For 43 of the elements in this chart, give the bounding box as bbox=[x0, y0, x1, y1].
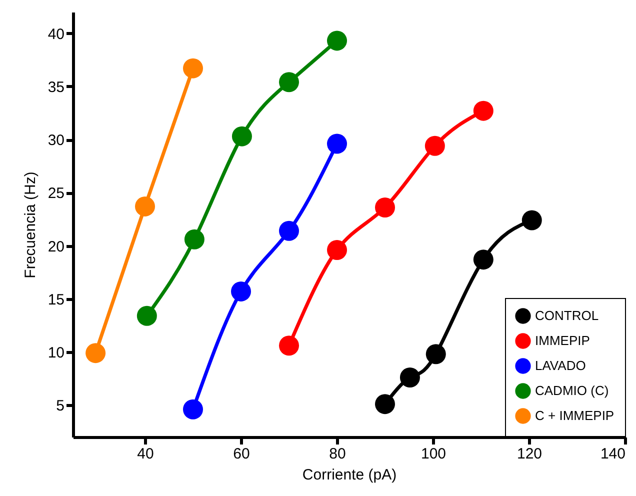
y-axis-title: Frecuencia (Hz) bbox=[22, 172, 39, 278]
point bbox=[327, 240, 347, 260]
y-tick-label: 20 bbox=[48, 238, 64, 256]
point bbox=[279, 72, 299, 92]
point bbox=[473, 250, 494, 270]
point bbox=[183, 58, 203, 78]
legend-label: C + IMMEPIP bbox=[535, 408, 614, 423]
point bbox=[86, 343, 106, 364]
point bbox=[473, 100, 494, 121]
x-tick-label: 140 bbox=[600, 446, 626, 462]
x-tick-label: 120 bbox=[516, 446, 542, 462]
x-tick-label: 100 bbox=[420, 446, 446, 462]
point bbox=[279, 336, 299, 356]
point bbox=[375, 198, 395, 218]
point bbox=[375, 394, 395, 414]
point bbox=[183, 399, 203, 420]
point bbox=[136, 306, 157, 326]
y-tick-label: 35 bbox=[48, 78, 64, 96]
legend-label: LAVADO bbox=[535, 358, 586, 373]
point bbox=[426, 344, 446, 364]
legend-label: CADMIO (C) bbox=[535, 383, 609, 398]
x-tick-label: 80 bbox=[329, 446, 346, 462]
point bbox=[135, 196, 155, 216]
y-tick-label: 15 bbox=[48, 291, 64, 308]
y-tick-label: 5 bbox=[56, 398, 64, 415]
point bbox=[400, 368, 420, 388]
x-tick-label: 40 bbox=[137, 446, 154, 462]
x-axis-title: Corriente (pA) bbox=[302, 466, 397, 484]
legend-label: IMMEPIP bbox=[535, 333, 590, 348]
y-tick-label: 10 bbox=[48, 344, 64, 362]
y-tick-label: 25 bbox=[48, 185, 64, 202]
point bbox=[327, 134, 347, 154]
point bbox=[522, 210, 542, 230]
point bbox=[231, 281, 251, 302]
x-tick-label: 60 bbox=[233, 446, 250, 462]
y-tick-label: 30 bbox=[48, 132, 64, 149]
y-tick-label: 40 bbox=[48, 26, 64, 43]
legend-label: CONTROL bbox=[535, 308, 599, 323]
point bbox=[424, 136, 445, 156]
point bbox=[232, 126, 252, 146]
point bbox=[327, 30, 347, 51]
point bbox=[184, 229, 204, 250]
point bbox=[279, 220, 299, 241]
